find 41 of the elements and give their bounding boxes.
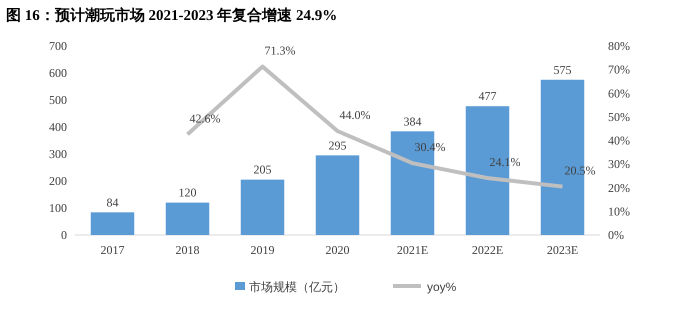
- x-tick-label: 2023E: [546, 243, 578, 257]
- x-tick-label: 2018: [176, 243, 200, 257]
- y-tick-label: 700: [49, 39, 67, 53]
- data-label: 575: [554, 62, 572, 77]
- y-tick-label: 300: [49, 147, 67, 161]
- y2-tick-label: 60%: [608, 86, 630, 100]
- y2-tick-label: 30%: [608, 157, 630, 172]
- y2-tick-label: 20%: [608, 180, 630, 195]
- data-label: 205: [254, 162, 272, 177]
- y-tick-label: 100: [49, 201, 67, 215]
- y-tick-label: 200: [49, 174, 67, 188]
- y2-tick-label: 0%: [608, 228, 624, 242]
- data-label: 42.6%: [190, 111, 220, 126]
- legend-label: 市场规模（亿元）: [249, 280, 345, 294]
- y-tick-label: 500: [49, 93, 67, 107]
- y2-tick-label: 40%: [608, 134, 630, 148]
- data-label: 44.0%: [340, 108, 370, 122]
- legend-label: yoy%: [427, 280, 457, 294]
- bar: [166, 202, 210, 235]
- x-tick-label: 2020: [326, 243, 350, 257]
- y2-tick-label: 80%: [608, 39, 630, 53]
- bar: [90, 212, 134, 235]
- data-label: 71.3%: [264, 44, 296, 58]
- x-tick-label: 2021E: [396, 243, 428, 257]
- y2-tick-label: 70%: [608, 62, 630, 77]
- y-tick-label: 600: [49, 66, 67, 80]
- chart-title: 图 16：预计潮玩市场 2021-2023 年复合增速 24.9%: [6, 6, 338, 24]
- bar: [240, 180, 284, 235]
- data-label: 84: [106, 195, 118, 210]
- data-label: 295: [328, 138, 346, 152]
- x-tick-label: 2022E: [472, 243, 504, 257]
- data-label: 477: [478, 89, 496, 104]
- data-label: 384: [404, 114, 422, 128]
- y2-tick-label: 50%: [608, 110, 630, 124]
- bar: [316, 155, 360, 235]
- x-tick-label: 2017: [100, 243, 124, 257]
- y-tick-label: 0: [61, 228, 67, 242]
- data-label: 120: [178, 186, 196, 200]
- y-tick-label: 400: [49, 120, 67, 134]
- y2-tick-label: 10%: [608, 204, 630, 218]
- x-tick-label: 2019: [250, 243, 274, 257]
